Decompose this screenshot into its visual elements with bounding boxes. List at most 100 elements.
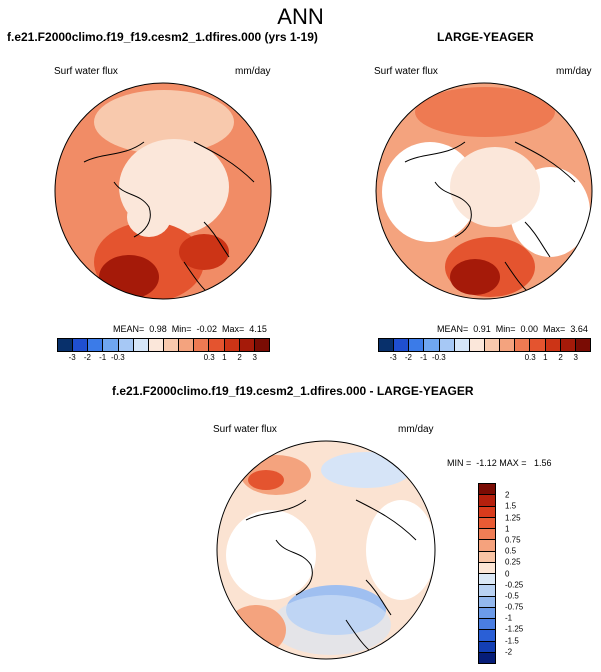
right-colorbar-swatch	[545, 339, 561, 351]
right-colorbar-swatch	[500, 339, 516, 351]
diff-colorbar-tick-label: 0.75	[505, 535, 521, 545]
diff-colorbar-swatch	[479, 652, 495, 663]
diff-units-label: mm/day	[398, 424, 434, 435]
right-colorbar-swatch	[469, 339, 485, 351]
right-colorbar-tick-label: 2	[558, 353, 563, 362]
left-colorbar-swatch	[118, 339, 134, 351]
diff-colorbar-tick-label: -0.5	[505, 591, 519, 601]
diff-colorbar-tick-label: 0.5	[505, 546, 517, 556]
right-panel-title: LARGE-YEAGER	[437, 30, 534, 44]
right-map-arctic	[450, 147, 540, 227]
left-map-pacific	[94, 90, 234, 154]
diff-colorbar-tick-label: -0.25	[505, 580, 524, 590]
diff-colorbar-swatch	[479, 506, 495, 518]
diff-colorbar-tick-label: -1.5	[505, 636, 519, 646]
right-colorbar-swatch	[379, 339, 395, 351]
left-variable-label: Surf water flux	[54, 66, 118, 77]
left-colorbar-swatch	[148, 339, 164, 351]
left-colorbar-swatch	[88, 339, 104, 351]
right-colorbar-swatch	[439, 339, 455, 351]
diff-colorbar-swatch	[479, 551, 495, 563]
left-colorbar-tick-label: -1	[99, 353, 107, 362]
right-polar-map	[375, 82, 593, 300]
left-colorbar-tick-label: -3	[68, 353, 76, 362]
diff-colorbar-swatch	[479, 495, 495, 507]
left-units-label: mm/day	[235, 66, 271, 77]
right-colorbar-swatch	[394, 339, 410, 351]
diff-colorbar-tick-label: 2	[505, 490, 510, 500]
diff-map-atlantic-light	[271, 595, 391, 655]
left-colorbar-swatch	[209, 339, 225, 351]
right-colorbar-swatch	[575, 339, 590, 351]
left-colorbar-ticks: -3 -2 -1 -0.3 0.3 1 2 3	[57, 352, 270, 366]
right-variable-label: Surf water flux	[374, 66, 438, 77]
diff-colorbar	[478, 483, 496, 664]
right-stats: MEAN= 0.91 Min= 0.00 Max= 3.64	[437, 324, 588, 334]
diff-colorbar-swatch	[479, 619, 495, 631]
diff-colorbar-swatch	[479, 630, 495, 642]
right-map-pacific	[415, 87, 555, 137]
right-map-land-asia	[382, 142, 478, 242]
left-polar-map	[54, 82, 272, 300]
left-colorbar-swatch	[133, 339, 149, 351]
diff-colorbar-tick-label: -2	[505, 647, 513, 657]
left-map-europe	[179, 234, 229, 270]
diff-colorbar-tick-label: 1	[505, 524, 510, 534]
diff-map-pacific-deep	[248, 470, 284, 490]
diff-stats: MIN = -1.12 MAX = 1.56	[447, 458, 552, 468]
right-colorbar: -3 -2 -1 -0.3 0.3 1 2 3	[378, 338, 591, 366]
right-colorbar-tick-label: 1	[543, 353, 548, 362]
diff-colorbar-tick-label: -1.25	[505, 624, 524, 634]
right-colorbar-swatch	[424, 339, 440, 351]
left-map-atlantic-core	[99, 255, 159, 299]
right-colorbar-swatch	[409, 339, 425, 351]
right-colorbar-tick-label: -3	[389, 353, 397, 362]
left-colorbar-tick-label: 0.3	[203, 353, 215, 362]
left-colorbar-tick-label: -0.3	[110, 353, 125, 362]
right-colorbar-swatch	[484, 339, 501, 351]
right-colorbar-swatch	[530, 339, 546, 351]
right-colorbar-ticks: -3 -2 -1 -0.3 0.3 1 2 3	[378, 352, 591, 366]
left-colorbar-tick-label: 3	[252, 353, 258, 362]
diff-polar-map	[216, 440, 436, 660]
left-colorbar-swatch	[254, 339, 269, 351]
left-colorbar-swatch	[194, 339, 210, 351]
right-coastlines	[404, 141, 576, 298]
left-map-greenland	[127, 197, 171, 237]
right-colorbar-swatch	[560, 339, 576, 351]
left-colorbar-swatch	[103, 339, 119, 351]
left-colorbar-swatch	[179, 339, 195, 351]
left-colorbar: -3 -2 -1 -0.3 0.3 1 2 3	[57, 338, 270, 366]
left-coastlines	[83, 141, 255, 298]
diff-panel-title: f.e21.F2000climo.f19_f19.cesm2_1.dfires.…	[112, 384, 474, 398]
right-colorbar-tick-label: -1	[420, 353, 428, 362]
left-colorbar-swatch	[224, 339, 240, 351]
left-stats: MEAN= 0.98 Min= -0.02 Max= 4.15	[113, 324, 267, 334]
diff-colorbar-tick-label: 1.25	[505, 513, 521, 523]
diff-map-npac-cool	[321, 452, 411, 488]
diff-colorbar-tick-label: 0.25	[505, 557, 521, 567]
diff-colorbar-tick-label: -1	[505, 613, 513, 623]
diff-colorbar-swatch	[479, 540, 495, 552]
right-colorbar-swatches	[378, 338, 591, 352]
diff-colorbar-swatch	[479, 529, 495, 541]
left-colorbar-swatch	[163, 339, 180, 351]
diff-colorbar-swatch	[479, 484, 495, 496]
page-title: ANN	[277, 4, 324, 29]
diff-colorbar-swatch	[479, 574, 495, 586]
left-colorbar-swatch	[239, 339, 255, 351]
diff-colorbar-tick-label: -0.75	[505, 602, 524, 612]
diff-colorbar-swatch	[479, 607, 495, 619]
diff-colorbar-swatch	[479, 596, 495, 608]
diff-colorbar-tick-label: 0	[505, 569, 510, 578]
left-panel-title: f.e21.F2000climo.f19_f19.cesm2_1.dfires.…	[7, 30, 318, 44]
left-colorbar-swatch	[58, 339, 74, 351]
right-units-label: mm/day	[556, 66, 592, 77]
right-colorbar-tick-label: 3	[573, 353, 579, 362]
right-colorbar-tick-label: 0.3	[524, 353, 536, 362]
diff-colorbar-swatch	[479, 641, 495, 653]
diff-colorbar-tick-label: 1.5	[505, 501, 517, 511]
left-colorbar-tick-label: 1	[222, 353, 227, 362]
diff-colorbar-swatch	[479, 517, 495, 529]
diff-colorbar-swatch	[479, 562, 495, 574]
